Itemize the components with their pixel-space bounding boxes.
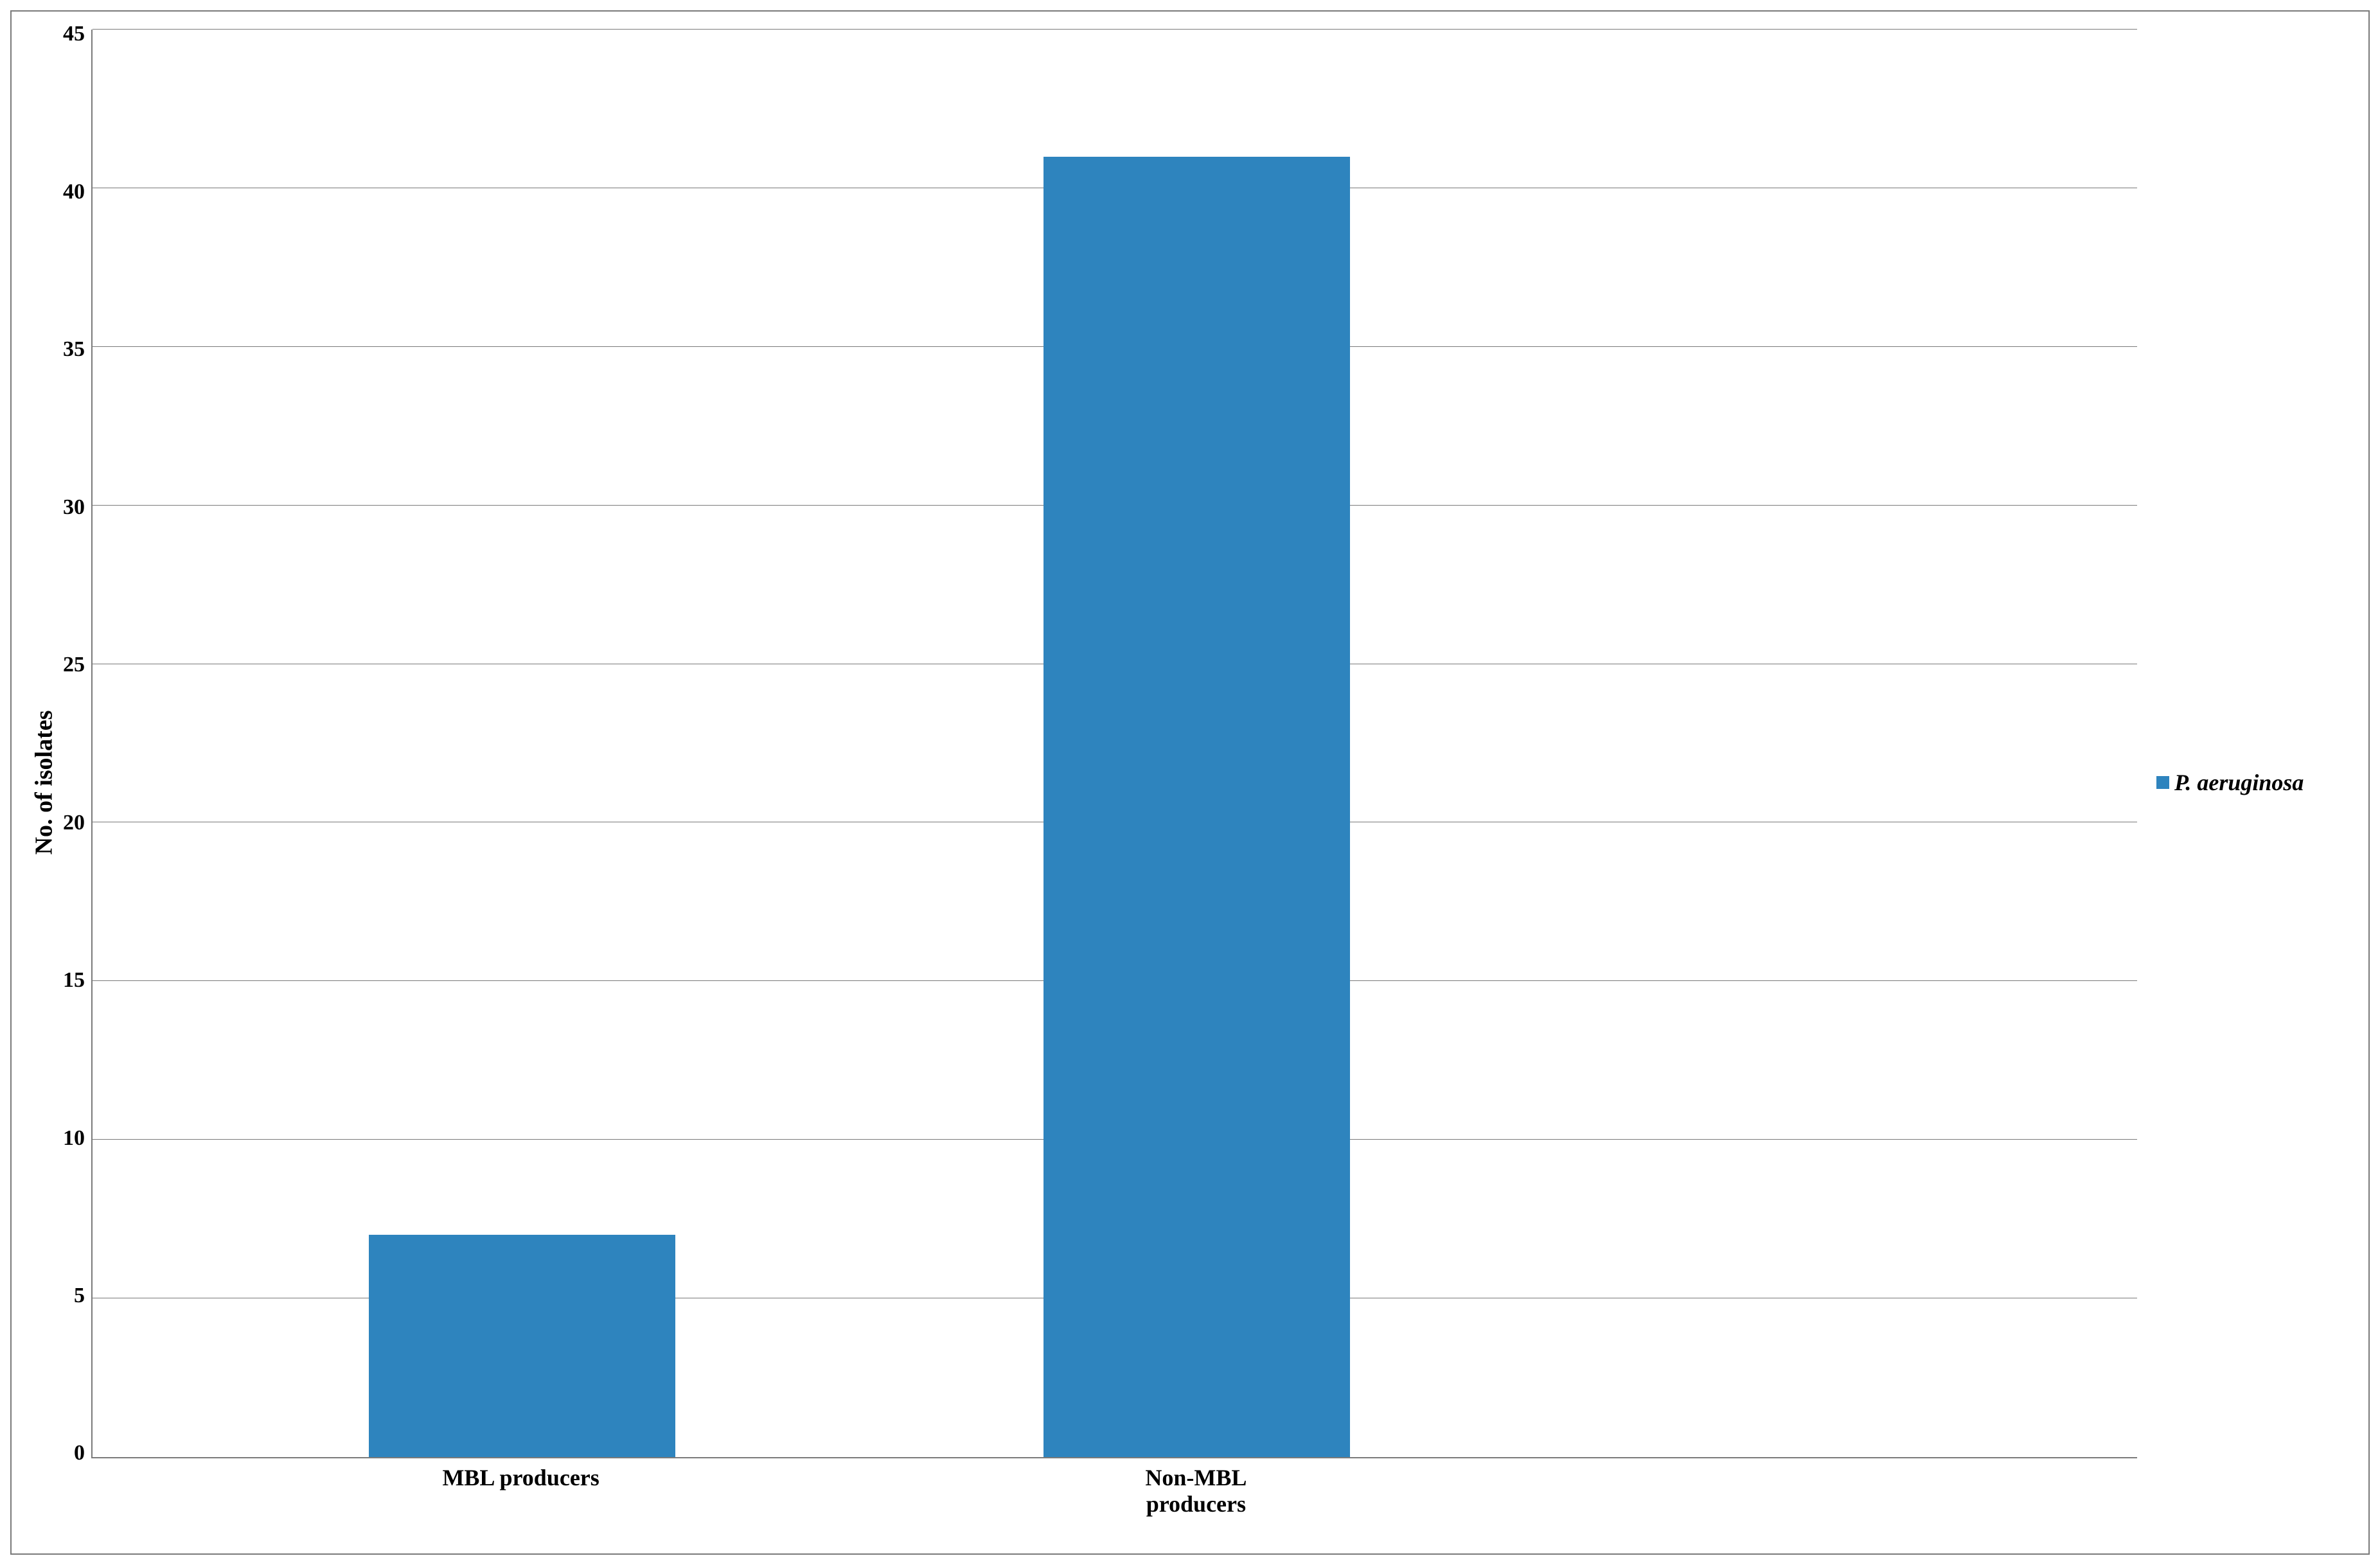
y-tick-label: 20 (63, 812, 85, 834)
y-tick-label: 30 (63, 497, 85, 518)
y-tick-label: 40 (63, 181, 85, 203)
bar (1043, 157, 1350, 1457)
x-axis-labels: MBL producers Non-MBL producers (91, 1458, 2137, 1535)
legend-label: P. aeruginosa (2174, 769, 2304, 796)
y-tick-label: 35 (63, 339, 85, 360)
y-tick-label: 15 (63, 969, 85, 991)
y-tick-label: 25 (63, 654, 85, 676)
chart-container: No. of isolates 454035302520151050 45 MB… (10, 10, 2370, 1555)
chart-outer-frame: No. of isolates 454035302520151050 45 MB… (0, 0, 2380, 1565)
plot-column: 454035302520151050 45 MBL producersNon-M… (63, 24, 2137, 1541)
x-axis-row: 45 MBL producersNon-MBL producers (63, 1458, 2137, 1535)
bar (369, 1235, 675, 1457)
legend-entry: P. aeruginosa (2156, 769, 2304, 796)
y-tick-label: 45 (63, 23, 85, 45)
plot-row: 454035302520151050 (63, 30, 2137, 1458)
gridline (93, 29, 2137, 30)
y-tick-label: 10 (63, 1127, 85, 1149)
y-axis-ticks: 454035302520151050 (63, 23, 91, 1464)
plot-area (91, 30, 2137, 1458)
y-axis-label: No. of isolates (30, 711, 58, 855)
legend: P. aeruginosa (2137, 24, 2349, 1541)
x-tick-label: MBL producers (438, 1465, 605, 1491)
y-axis-label-wrap: No. of isolates (24, 24, 63, 1541)
y-tick-label: 5 (74, 1285, 85, 1307)
legend-swatch (2156, 776, 2169, 789)
x-tick-label: Non-MBL producers (1112, 1465, 1279, 1518)
